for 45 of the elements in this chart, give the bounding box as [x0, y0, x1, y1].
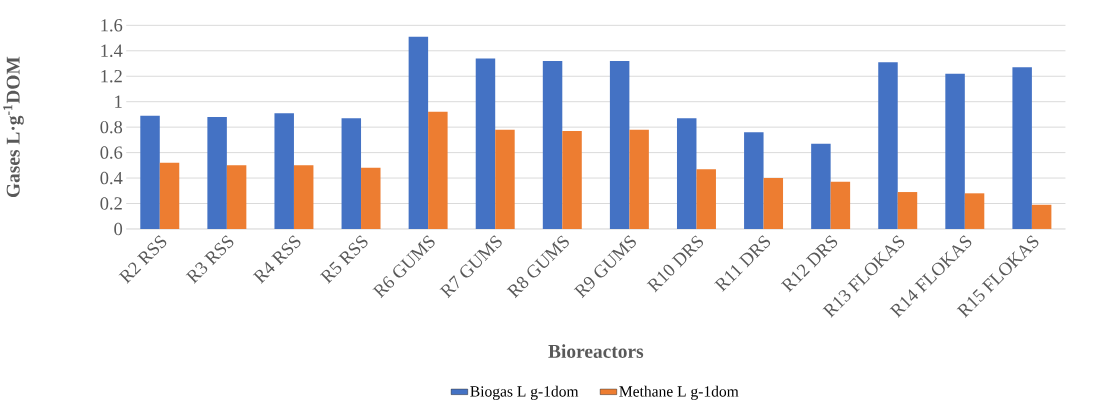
y-tick-label: 0.8 — [100, 120, 123, 134]
bar — [945, 73, 965, 229]
x-axis-title: Bioreactors — [548, 344, 644, 358]
bar — [361, 167, 381, 229]
bar — [676, 118, 697, 229]
x-tick-label: R4 RSS — [252, 235, 301, 284]
bar — [830, 181, 851, 229]
bar — [878, 62, 898, 229]
bar — [744, 132, 764, 229]
y-tick-label: 1 — [115, 95, 122, 108]
bar — [609, 60, 630, 229]
legend-label: Biogas L g-1dom — [470, 385, 579, 400]
x-tick-label: R5 RSS — [319, 235, 368, 284]
bar — [562, 130, 582, 229]
bar — [1012, 67, 1032, 229]
x-tick-label: R3 RSS — [185, 235, 234, 284]
bar — [226, 165, 247, 229]
bar — [897, 191, 918, 229]
bar — [207, 116, 227, 229]
y-tick-label: 0.2 — [100, 197, 122, 210]
x-tick-label: R2 RSS — [118, 235, 167, 284]
y-tick-label: 0.4 — [100, 171, 123, 185]
bar — [495, 129, 515, 229]
y-tick-label: 0 — [114, 222, 123, 235]
bar — [964, 193, 985, 229]
y-tick-label: 1.2 — [101, 69, 122, 83]
bar — [159, 162, 180, 229]
bar — [274, 112, 294, 229]
bar — [408, 36, 429, 229]
y-tick-label: 1.4 — [101, 44, 123, 57]
bar — [696, 168, 716, 229]
y-tick-label: 1.6 — [101, 18, 123, 32]
y-axis-title: Gases L·g$^{-1}$DOM — [3, 56, 24, 197]
bar — [140, 115, 160, 229]
bar — [293, 165, 314, 229]
bar — [763, 177, 784, 229]
bar — [341, 118, 362, 229]
bar — [475, 58, 496, 229]
bar — [629, 129, 649, 229]
bar — [542, 60, 563, 229]
bar — [811, 143, 831, 229]
legend-label: Methane L g-1dom — [619, 385, 739, 400]
y-tick-label: 0.6 — [100, 146, 123, 159]
bar — [1031, 204, 1052, 229]
bar — [428, 111, 448, 229]
